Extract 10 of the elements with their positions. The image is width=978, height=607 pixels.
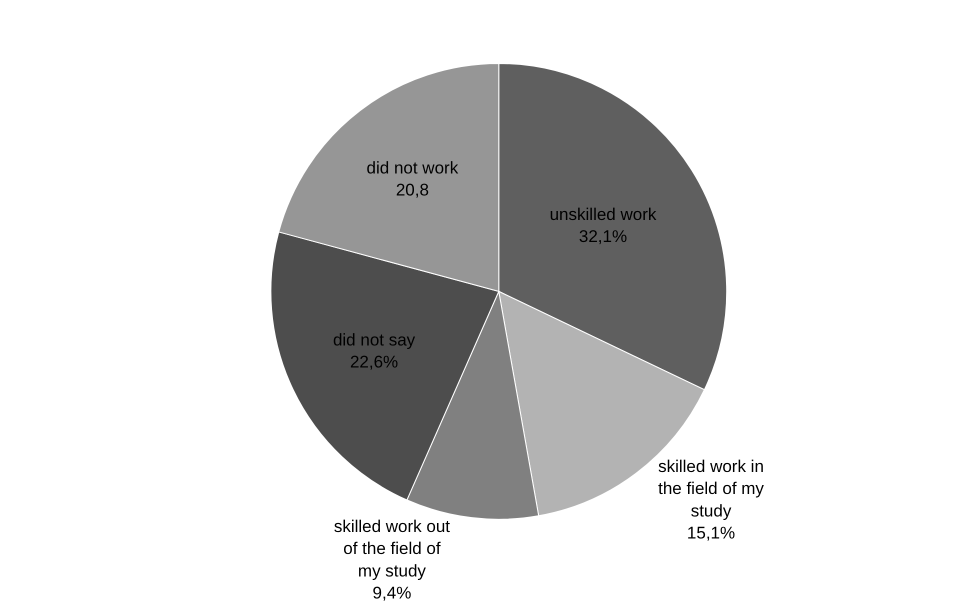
slice-label: skilled work out of the field of my study [334,517,450,580]
slice-label: skilled work in the field of my study [658,457,764,520]
data-label: 15,1% [686,523,736,542]
data-label: 20,8 [396,180,429,200]
slice-label: did not say [332,330,416,350]
data-label: 22,6% [350,352,398,372]
slice-label: did not work [366,158,459,178]
data-label: 32,1% [578,227,628,246]
slice-label: unskilled work [550,205,657,224]
data-label: 9,4% [372,583,412,602]
